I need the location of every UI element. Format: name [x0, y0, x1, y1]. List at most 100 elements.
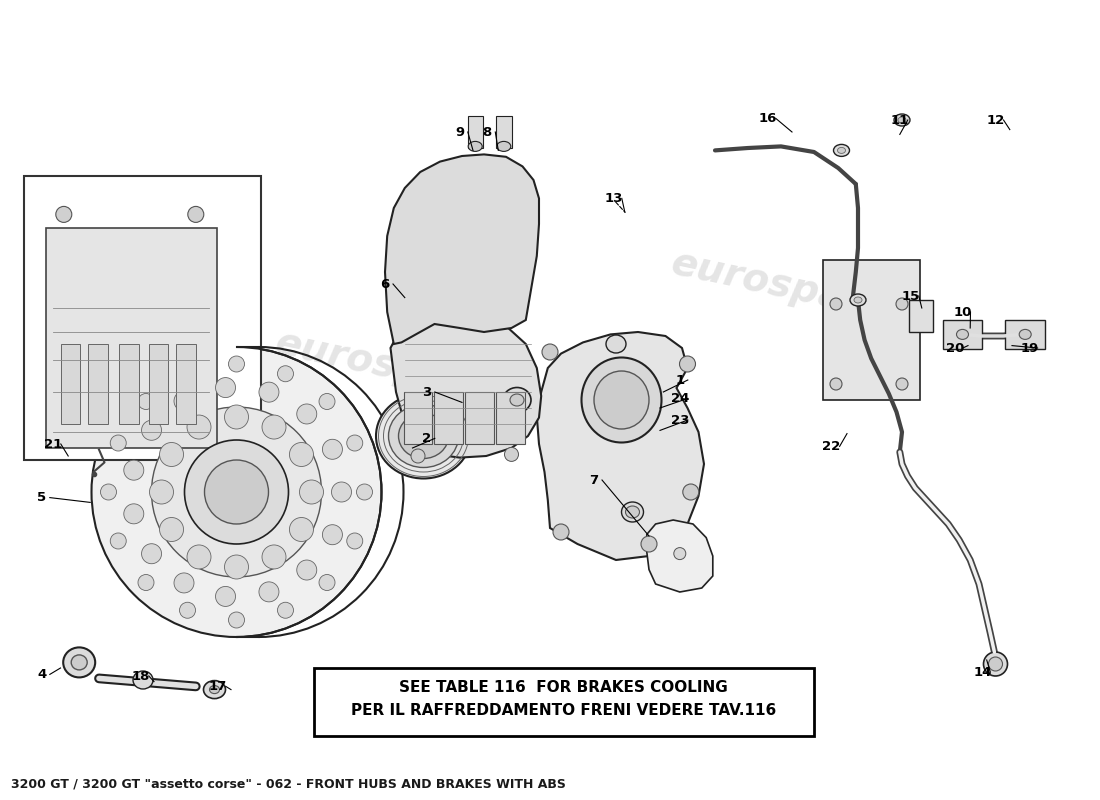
Circle shape — [830, 378, 842, 390]
Text: eurospares: eurospares — [668, 244, 916, 332]
Circle shape — [319, 574, 336, 590]
Circle shape — [124, 504, 144, 524]
Circle shape — [258, 382, 279, 402]
Circle shape — [216, 378, 235, 398]
Text: 18: 18 — [132, 670, 150, 682]
Circle shape — [187, 545, 211, 569]
Ellipse shape — [469, 142, 482, 151]
Circle shape — [331, 482, 352, 502]
Circle shape — [56, 206, 72, 222]
Circle shape — [152, 407, 321, 577]
Circle shape — [297, 560, 317, 580]
Bar — [148, 344, 168, 424]
Circle shape — [124, 460, 144, 480]
Circle shape — [91, 347, 382, 637]
Text: 24: 24 — [671, 392, 689, 405]
Bar — [943, 320, 982, 349]
Ellipse shape — [626, 506, 639, 518]
Text: 20: 20 — [946, 342, 964, 354]
Polygon shape — [647, 520, 713, 592]
Ellipse shape — [510, 394, 524, 406]
Ellipse shape — [957, 330, 968, 339]
Bar — [314, 668, 814, 736]
Circle shape — [505, 447, 518, 462]
Circle shape — [179, 602, 196, 618]
Text: 21: 21 — [44, 438, 62, 450]
Ellipse shape — [898, 117, 906, 123]
Text: 1: 1 — [675, 374, 684, 386]
Bar — [1005, 320, 1045, 349]
Circle shape — [174, 391, 194, 411]
Circle shape — [179, 366, 196, 382]
Ellipse shape — [388, 405, 459, 467]
Text: 7: 7 — [590, 474, 598, 486]
Circle shape — [896, 378, 907, 390]
Bar — [909, 300, 933, 332]
Circle shape — [262, 415, 286, 439]
Circle shape — [989, 657, 1002, 671]
Circle shape — [262, 545, 286, 569]
Circle shape — [160, 442, 184, 466]
Circle shape — [542, 344, 558, 360]
Ellipse shape — [837, 147, 846, 154]
Ellipse shape — [894, 114, 910, 126]
Text: 13: 13 — [605, 192, 623, 205]
Circle shape — [641, 536, 657, 552]
Bar — [60, 344, 80, 424]
Circle shape — [224, 405, 249, 429]
Circle shape — [142, 420, 162, 440]
Circle shape — [553, 524, 569, 540]
Text: 14: 14 — [974, 666, 991, 678]
Circle shape — [277, 602, 294, 618]
Ellipse shape — [376, 394, 471, 478]
Text: 12: 12 — [987, 114, 1004, 126]
Text: 22: 22 — [823, 440, 840, 453]
Text: 4: 4 — [37, 668, 46, 681]
Text: 9: 9 — [455, 126, 464, 138]
Circle shape — [150, 480, 174, 504]
Circle shape — [683, 484, 698, 500]
Circle shape — [983, 652, 1008, 676]
Ellipse shape — [133, 671, 153, 689]
Ellipse shape — [72, 655, 87, 670]
Circle shape — [229, 612, 244, 628]
Ellipse shape — [503, 387, 531, 413]
Bar — [496, 116, 512, 148]
Bar — [88, 344, 108, 424]
Circle shape — [674, 547, 685, 560]
Ellipse shape — [398, 414, 449, 458]
Bar — [46, 228, 217, 448]
Text: SEE TABLE 116  FOR BRAKES COOLING: SEE TABLE 116 FOR BRAKES COOLING — [399, 679, 728, 694]
Ellipse shape — [582, 358, 661, 442]
Bar — [434, 392, 463, 444]
Circle shape — [185, 440, 288, 544]
Circle shape — [187, 415, 211, 439]
Ellipse shape — [209, 686, 220, 694]
Circle shape — [160, 518, 184, 542]
Circle shape — [110, 435, 126, 451]
Circle shape — [322, 439, 342, 459]
Circle shape — [138, 394, 154, 410]
Circle shape — [896, 298, 907, 310]
Text: eurospares: eurospares — [272, 324, 520, 412]
Bar — [465, 392, 494, 444]
Text: 2: 2 — [422, 432, 431, 445]
Bar — [404, 392, 432, 444]
Circle shape — [174, 573, 194, 593]
Text: 15: 15 — [902, 290, 920, 302]
Circle shape — [100, 484, 117, 500]
Circle shape — [205, 460, 268, 524]
Bar — [24, 176, 261, 460]
Circle shape — [411, 449, 425, 463]
Circle shape — [229, 356, 244, 372]
Text: 17: 17 — [209, 680, 227, 693]
Text: 19: 19 — [1021, 342, 1038, 354]
Text: 11: 11 — [891, 114, 909, 126]
Ellipse shape — [834, 144, 849, 157]
Ellipse shape — [1020, 330, 1031, 339]
Ellipse shape — [497, 142, 510, 151]
Ellipse shape — [854, 297, 862, 303]
Circle shape — [319, 394, 336, 410]
Circle shape — [346, 435, 363, 451]
Bar — [823, 260, 920, 400]
